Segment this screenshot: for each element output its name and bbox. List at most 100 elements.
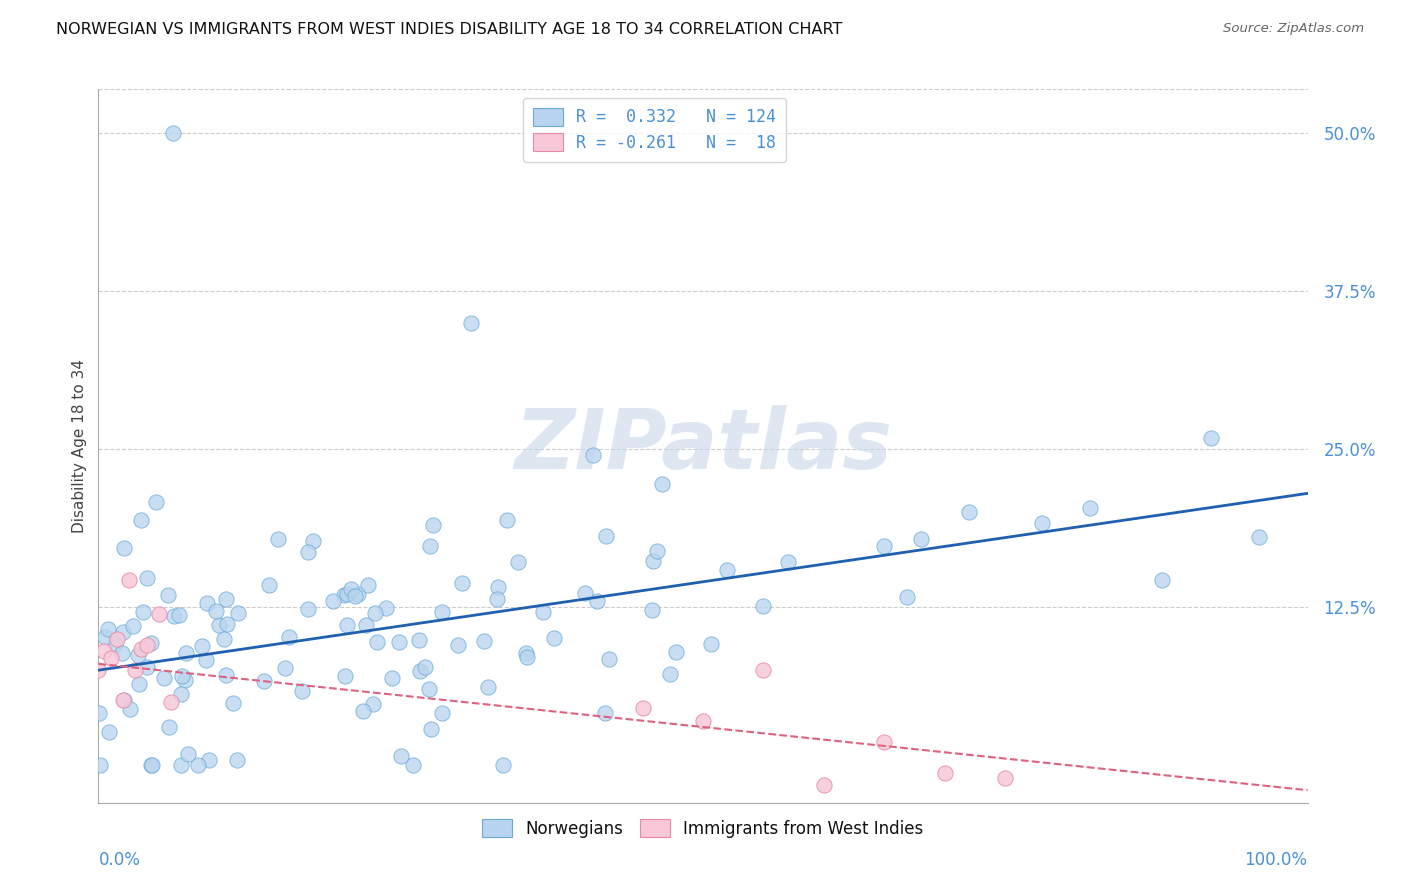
Point: [641, 603, 664, 617]
Point: [374, 600, 396, 615]
Point: [225, 753, 247, 767]
Point: [531, 606, 554, 620]
Point: [141, 636, 163, 650]
Point: [172, 669, 194, 683]
Point: [94, 631, 117, 645]
Point: [163, 608, 186, 623]
Point: [157, 588, 180, 602]
Point: [195, 595, 218, 609]
Point: [994, 771, 1017, 785]
Point: [97, 623, 120, 637]
Point: [813, 778, 835, 792]
Point: [430, 706, 453, 720]
Point: [692, 714, 714, 728]
Point: [422, 517, 444, 532]
Point: [450, 576, 472, 591]
Text: Source: ZipAtlas.com: Source: ZipAtlas.com: [1223, 22, 1364, 36]
Point: [176, 747, 198, 761]
Point: [389, 749, 412, 764]
Point: [291, 684, 314, 698]
Point: [111, 646, 134, 660]
Point: [100, 650, 122, 665]
Point: [89, 706, 111, 720]
Point: [408, 664, 430, 678]
Point: [145, 495, 167, 509]
Point: [477, 680, 499, 694]
Point: [593, 706, 616, 721]
Point: [418, 681, 440, 696]
Point: [1152, 573, 1174, 587]
Point: [347, 587, 370, 601]
Point: [112, 692, 135, 706]
Point: [586, 594, 609, 608]
Point: [1078, 500, 1101, 515]
Point: [124, 663, 146, 677]
Point: [174, 646, 197, 660]
Point: [934, 765, 956, 780]
Point: [631, 701, 654, 715]
Point: [170, 687, 193, 701]
Point: [1249, 530, 1271, 544]
Point: [215, 591, 238, 606]
Point: [215, 667, 238, 681]
Point: [222, 697, 245, 711]
Point: [651, 477, 673, 491]
Point: [297, 602, 319, 616]
Point: [105, 632, 128, 647]
Point: [93, 644, 115, 658]
Point: [162, 127, 184, 141]
Point: [357, 578, 380, 592]
Point: [257, 578, 280, 592]
Point: [322, 594, 344, 608]
Point: [352, 704, 374, 718]
Point: [574, 586, 596, 600]
Point: [776, 555, 799, 569]
Point: [496, 513, 519, 527]
Point: [253, 673, 276, 688]
Point: [873, 539, 896, 553]
Point: [598, 652, 620, 666]
Point: [752, 664, 775, 678]
Point: [120, 702, 142, 716]
Point: [910, 533, 932, 547]
Point: [595, 528, 617, 542]
Text: 100.0%: 100.0%: [1244, 851, 1308, 869]
Text: NORWEGIAN VS IMMIGRANTS FROM WEST INDIES DISABILITY AGE 18 TO 34 CORRELATION CHA: NORWEGIAN VS IMMIGRANTS FROM WEST INDIES…: [56, 22, 842, 37]
Point: [273, 661, 295, 675]
Point: [122, 619, 145, 633]
Point: [136, 571, 159, 585]
Point: [873, 735, 896, 749]
Point: [752, 599, 775, 613]
Point: [157, 720, 180, 734]
Point: [413, 660, 436, 674]
Text: 0.0%: 0.0%: [98, 851, 141, 869]
Point: [212, 632, 235, 647]
Point: [187, 758, 209, 772]
Point: [408, 633, 430, 648]
Point: [111, 693, 134, 707]
Point: [896, 591, 918, 605]
Point: [89, 758, 111, 772]
Point: [226, 606, 249, 620]
Point: [506, 555, 529, 569]
Point: [148, 607, 170, 621]
Point: [363, 697, 385, 711]
Point: [516, 650, 538, 665]
Point: [153, 671, 176, 685]
Point: [1199, 431, 1222, 445]
Y-axis label: Disability Age 18 to 34: Disability Age 18 to 34: [72, 359, 87, 533]
Point: [112, 541, 135, 555]
Point: [366, 635, 388, 649]
Point: [170, 758, 193, 772]
Point: [129, 513, 152, 527]
Point: [139, 758, 162, 772]
Point: [957, 505, 980, 519]
Point: [195, 653, 218, 667]
Point: [333, 669, 356, 683]
Point: [205, 604, 228, 618]
Point: [118, 573, 141, 587]
Point: [191, 639, 214, 653]
Legend: Norwegians, Immigrants from West Indies: Norwegians, Immigrants from West Indies: [475, 813, 931, 845]
Point: [447, 638, 470, 652]
Point: [278, 630, 301, 644]
